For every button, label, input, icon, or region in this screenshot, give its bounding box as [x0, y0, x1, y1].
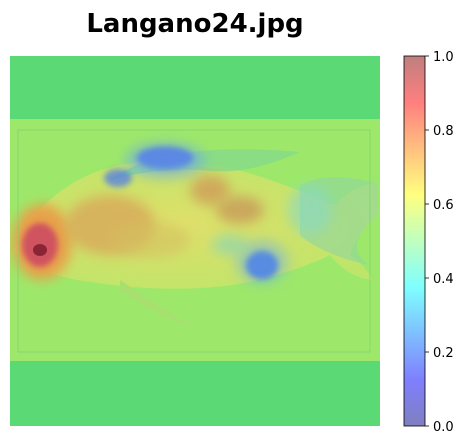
colorbar-ticks: 0.0 0.2 0.4 0.6 0.8 1.0 — [425, 50, 454, 435]
tail-cool — [288, 185, 332, 235]
photo-frame — [17, 129, 371, 353]
colorbar-tick-label: 1.0 — [433, 50, 454, 65]
colorbar-tick-label: 0.6 — [433, 198, 454, 213]
colorbar-tick-label: 0.0 — [433, 420, 454, 435]
cold-bottom-halo — [236, 240, 288, 284]
cold-top-halo — [125, 142, 205, 178]
colorbar-tick-label: 0.2 — [433, 346, 454, 361]
body-warm-3 — [216, 196, 264, 224]
dorsal-fin — [110, 149, 300, 180]
colorbar-gradient — [403, 55, 426, 427]
colorbar: 0.0 0.2 0.4 0.6 0.8 1.0 — [403, 50, 454, 435]
cold-left — [104, 169, 132, 187]
figure-title: Langano24.jpg — [86, 9, 304, 39]
colorbar-tick-label: 0.8 — [433, 124, 454, 139]
heatmap-image — [10, 56, 380, 426]
eye-spot — [33, 244, 47, 256]
cold-mid — [212, 235, 248, 255]
body-warm-2 — [190, 175, 230, 205]
colorbar-tick-label: 0.4 — [433, 272, 454, 287]
body-warm-4 — [110, 222, 190, 258]
